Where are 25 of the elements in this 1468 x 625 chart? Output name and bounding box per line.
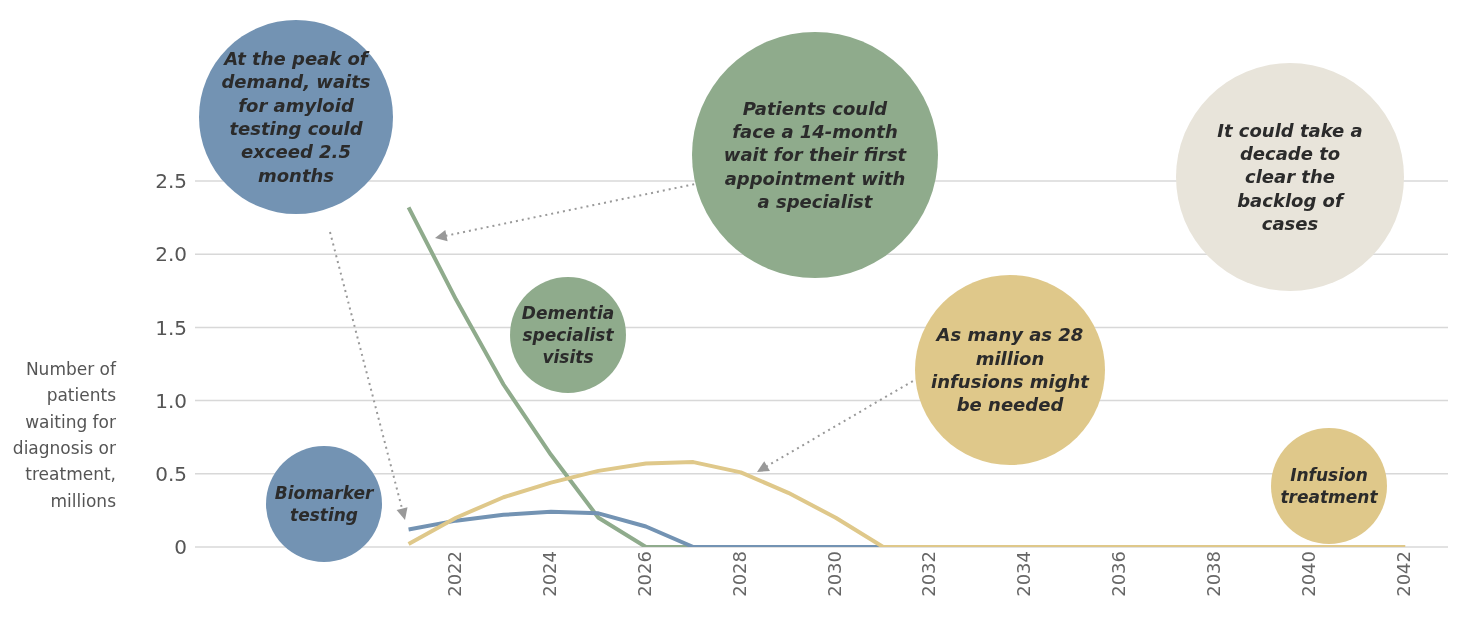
x-tick-label: 2032 xyxy=(918,551,940,597)
y-tick-label: 1.0 xyxy=(155,388,187,413)
x-tick-label: 2034 xyxy=(1013,551,1035,597)
x-tick-label: 2040 xyxy=(1298,551,1320,597)
y-tick-label: 0.5 xyxy=(155,461,187,486)
y-tick-label: 1.5 xyxy=(155,315,187,340)
x-tick-label: 2028 xyxy=(728,551,750,597)
x-tick-label: 2036 xyxy=(1108,551,1130,597)
series-label: Dementia specialist visits xyxy=(520,301,616,369)
y-tick-label: 0 xyxy=(174,535,187,560)
y-tick-label: 2.5 xyxy=(155,169,187,194)
x-tick-label: 2026 xyxy=(633,551,655,597)
x-tick-label: 2022 xyxy=(443,551,465,597)
x-tick-label: 2030 xyxy=(823,551,845,597)
x-tick-label: 2024 xyxy=(538,551,560,597)
annotation: Patients could face a 14-month wait for their first appointment with a specialist xyxy=(722,96,908,214)
y-axis-title: Number of patients waiting for diagnosis or treatment, millions xyxy=(11,358,116,513)
annotation: At the peak of demand, waits for amyloid testing could exceed 2.5 months xyxy=(220,46,372,188)
x-tick-label: 2038 xyxy=(1203,551,1225,597)
text: Biomarker testing xyxy=(273,481,375,527)
y-tick-label: 2.0 xyxy=(155,242,187,267)
text: Infusion treatment xyxy=(1279,463,1379,509)
x-tick-label: 2042 xyxy=(1393,551,1415,597)
annotation: As many as 28 million infusions might be needed xyxy=(930,323,1090,417)
annotation: It could take a decade to clear the backlog of cases xyxy=(1216,118,1364,236)
